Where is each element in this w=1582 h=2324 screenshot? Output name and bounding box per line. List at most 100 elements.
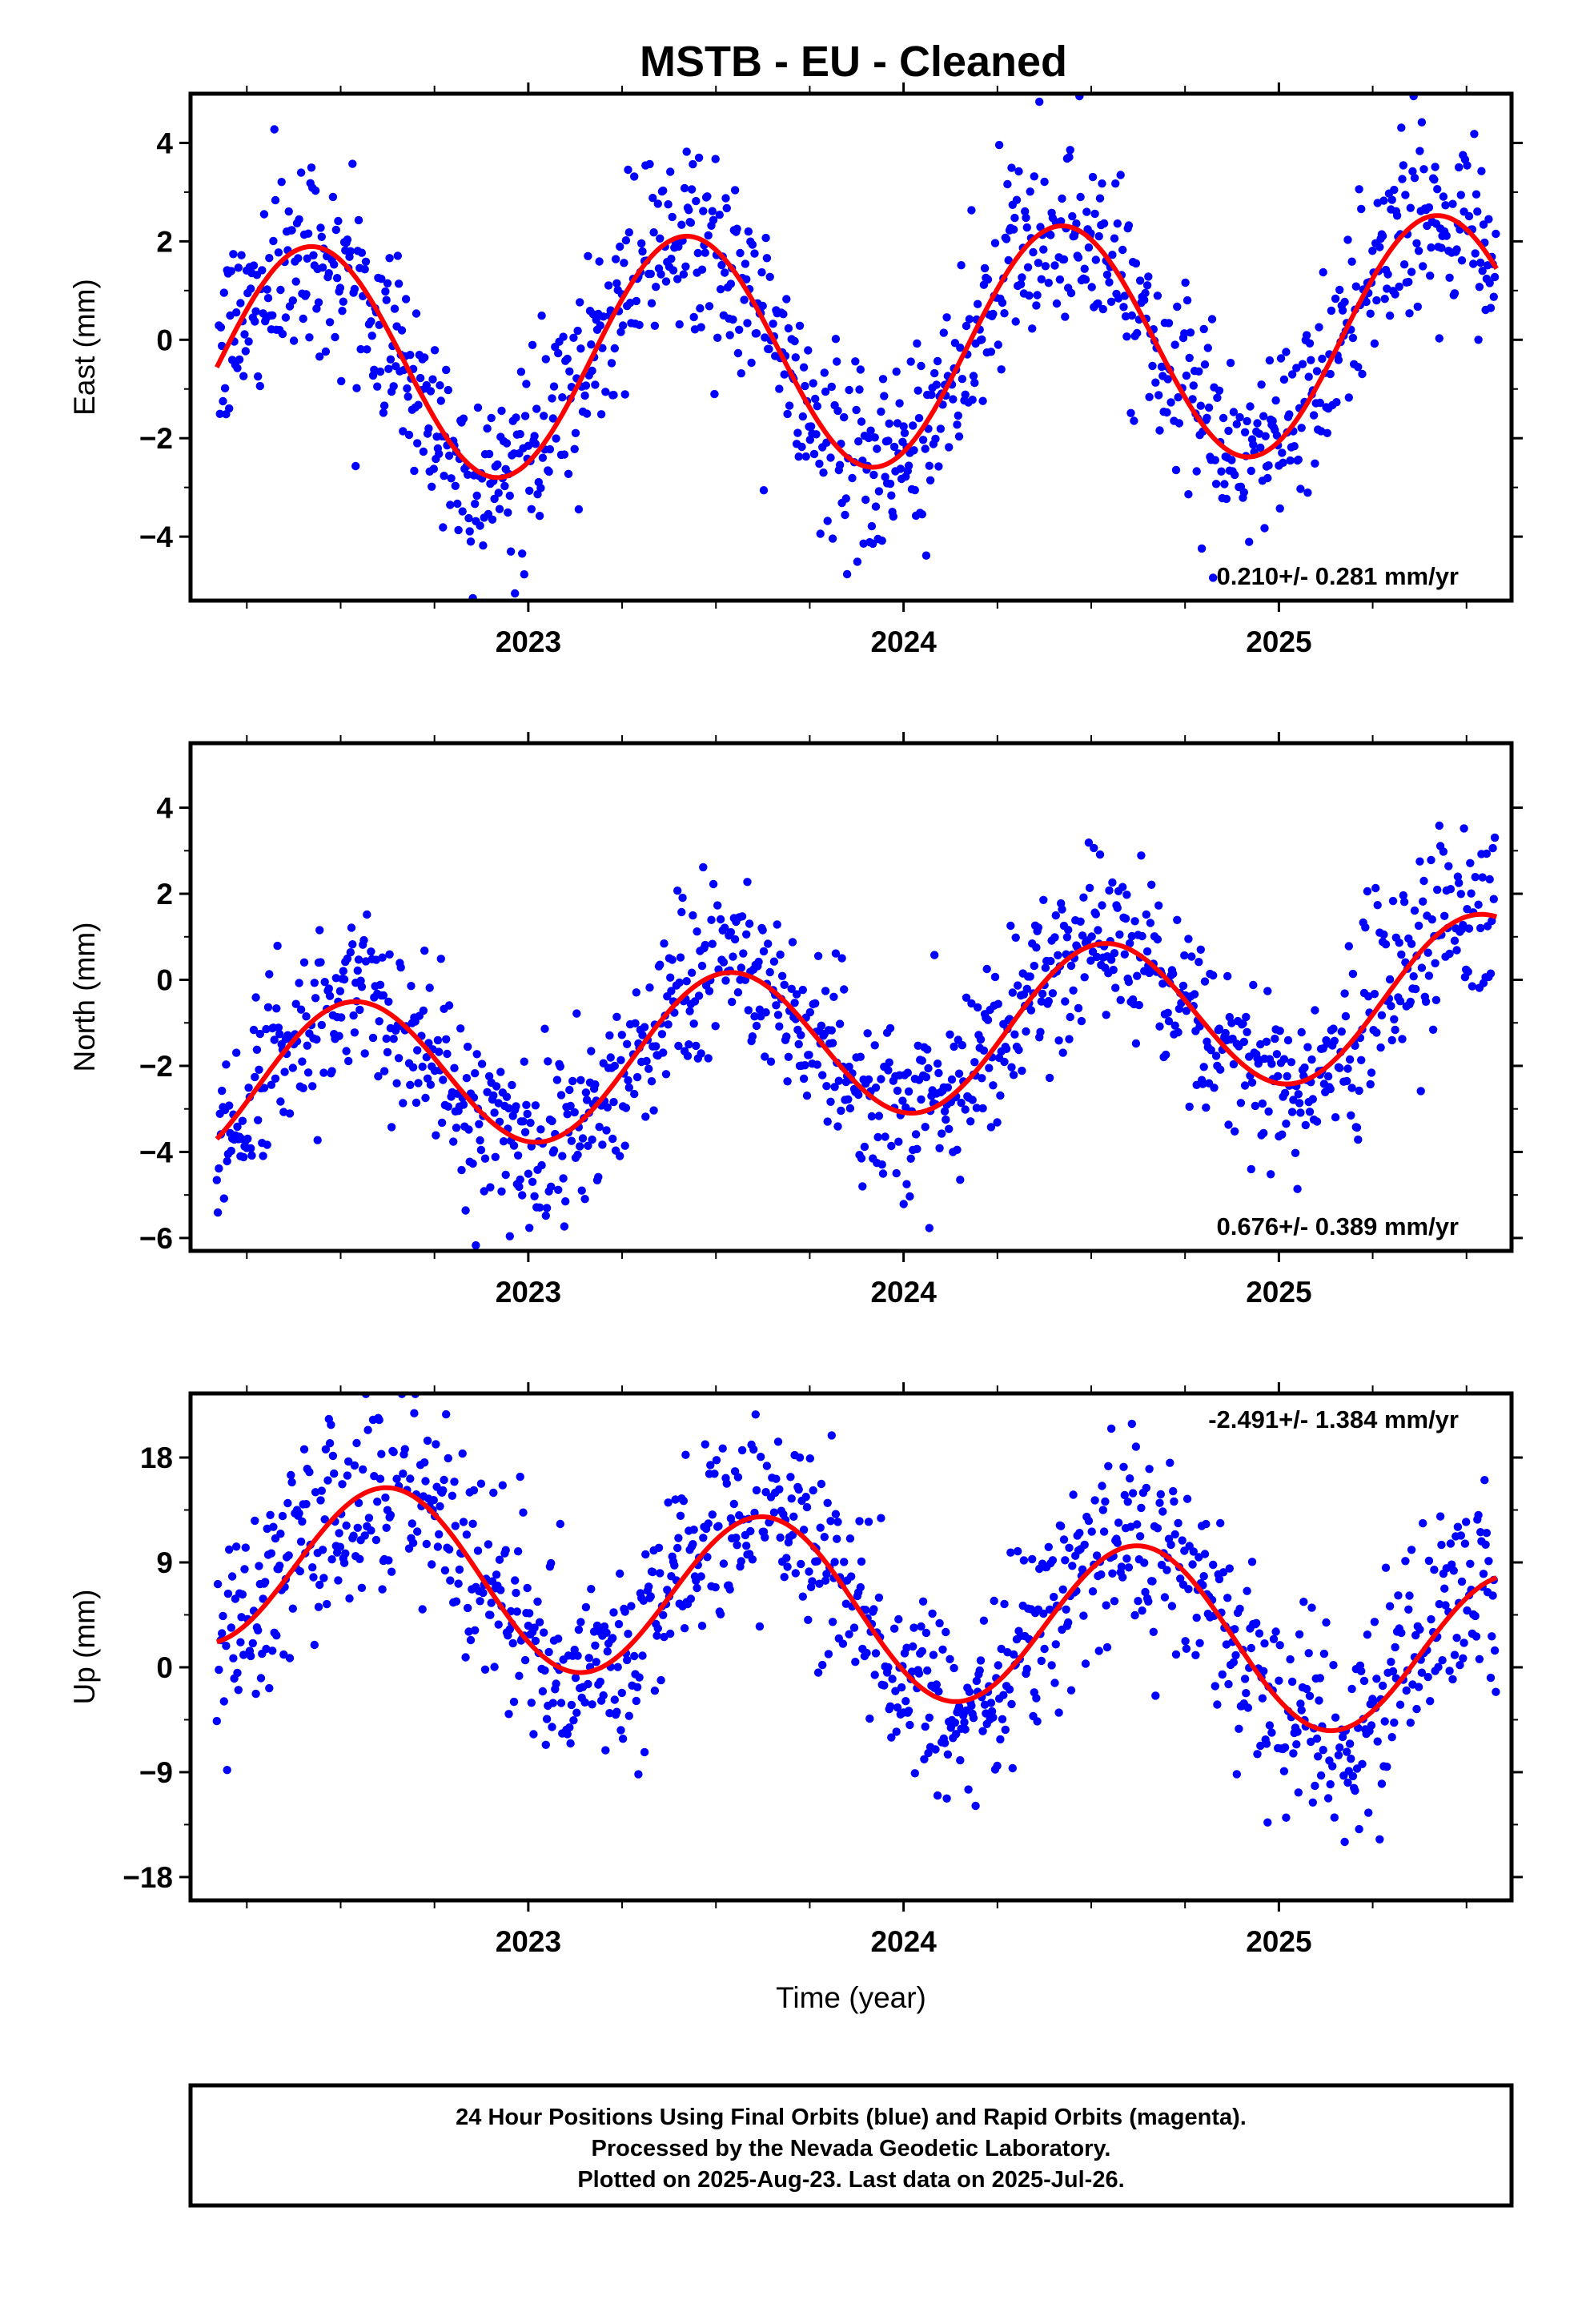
data-point [1130, 1610, 1139, 1620]
data-point [1305, 1691, 1315, 1700]
data-point [544, 467, 553, 476]
data-point [1101, 1497, 1110, 1506]
data-point [498, 1481, 507, 1490]
data-point [487, 413, 496, 423]
data-point [998, 298, 1007, 308]
data-point [403, 384, 412, 393]
data-point [299, 1084, 307, 1093]
data-point [609, 1608, 618, 1617]
data-point [346, 247, 355, 255]
data-point [1314, 1752, 1323, 1761]
data-point [1080, 973, 1089, 982]
data-point [1269, 1634, 1279, 1643]
data-point [291, 999, 300, 1008]
data-point [1303, 1043, 1312, 1051]
data-point [1192, 467, 1201, 476]
data-point [1041, 262, 1050, 271]
data-point [1426, 271, 1435, 280]
data-point [223, 1156, 231, 1166]
data-point [1255, 1629, 1264, 1638]
data-point [1145, 1465, 1154, 1474]
data-point [594, 1172, 603, 1182]
data-point [1087, 283, 1096, 292]
data-point [733, 988, 743, 997]
data-point [360, 1049, 369, 1058]
data-point [712, 1456, 721, 1465]
data-point [1050, 1592, 1058, 1602]
data-point [1019, 1556, 1029, 1565]
data-point [428, 375, 437, 384]
data-point [1249, 440, 1258, 449]
data-point [234, 263, 243, 272]
data-point [1457, 256, 1467, 265]
data-point [857, 1154, 866, 1163]
data-point [464, 1125, 473, 1134]
data-point [610, 344, 619, 353]
data-point [854, 1090, 863, 1100]
data-point [1203, 413, 1211, 422]
data-point [321, 347, 331, 356]
data-point [701, 1440, 709, 1449]
data-point [1174, 1518, 1182, 1528]
data-point [1007, 1063, 1016, 1072]
data-point [386, 1510, 396, 1520]
data-point [339, 975, 349, 984]
data-point [451, 481, 460, 490]
data-point [569, 1716, 578, 1725]
data-point [305, 1468, 314, 1477]
data-point [567, 1136, 576, 1145]
data-point [429, 464, 438, 473]
data-point [412, 309, 421, 318]
data-point [887, 491, 896, 500]
data-point [383, 279, 392, 287]
data-point [545, 444, 555, 454]
data-point [983, 1015, 993, 1024]
data-point [480, 1154, 490, 1163]
data-point [218, 1086, 227, 1096]
data-point [673, 887, 682, 895]
data-point [1445, 273, 1454, 282]
data-point [925, 1224, 934, 1232]
data-point [247, 1651, 255, 1661]
data-point [392, 1079, 401, 1088]
data-point [1476, 258, 1485, 267]
data-point [1330, 1036, 1339, 1046]
data-point [1452, 1634, 1461, 1642]
data-point [716, 1610, 725, 1619]
data-point [1311, 1781, 1319, 1791]
data-point [1010, 213, 1019, 223]
data-point [835, 1019, 845, 1028]
data-point [661, 277, 671, 286]
data-point [650, 1687, 660, 1695]
data-point [956, 1755, 965, 1765]
data-point [1037, 275, 1046, 283]
data-point [316, 958, 325, 967]
data-point [687, 968, 697, 977]
data-point [980, 263, 990, 273]
data-point [251, 1072, 259, 1082]
data-point [746, 1526, 755, 1536]
data-point [749, 1445, 758, 1454]
data-point [624, 1076, 632, 1085]
data-point [1099, 1527, 1109, 1536]
data-point [1334, 1751, 1343, 1759]
data-point [699, 207, 708, 215]
data-point [940, 1739, 950, 1747]
data-point [1215, 1024, 1224, 1033]
data-point [889, 442, 899, 452]
data-point [1472, 1632, 1481, 1641]
data-point [1308, 1798, 1318, 1807]
data-point [905, 1192, 914, 1201]
data-point [974, 300, 982, 308]
data-point [1170, 340, 1179, 349]
data-point [1343, 1064, 1352, 1073]
data-point [1416, 1087, 1425, 1096]
data-point [330, 260, 339, 269]
data-point [646, 269, 655, 279]
data-point [580, 391, 589, 400]
data-point [863, 1029, 872, 1038]
data-point [1066, 1012, 1074, 1022]
data-point [1304, 372, 1313, 381]
data-point [296, 1005, 306, 1014]
